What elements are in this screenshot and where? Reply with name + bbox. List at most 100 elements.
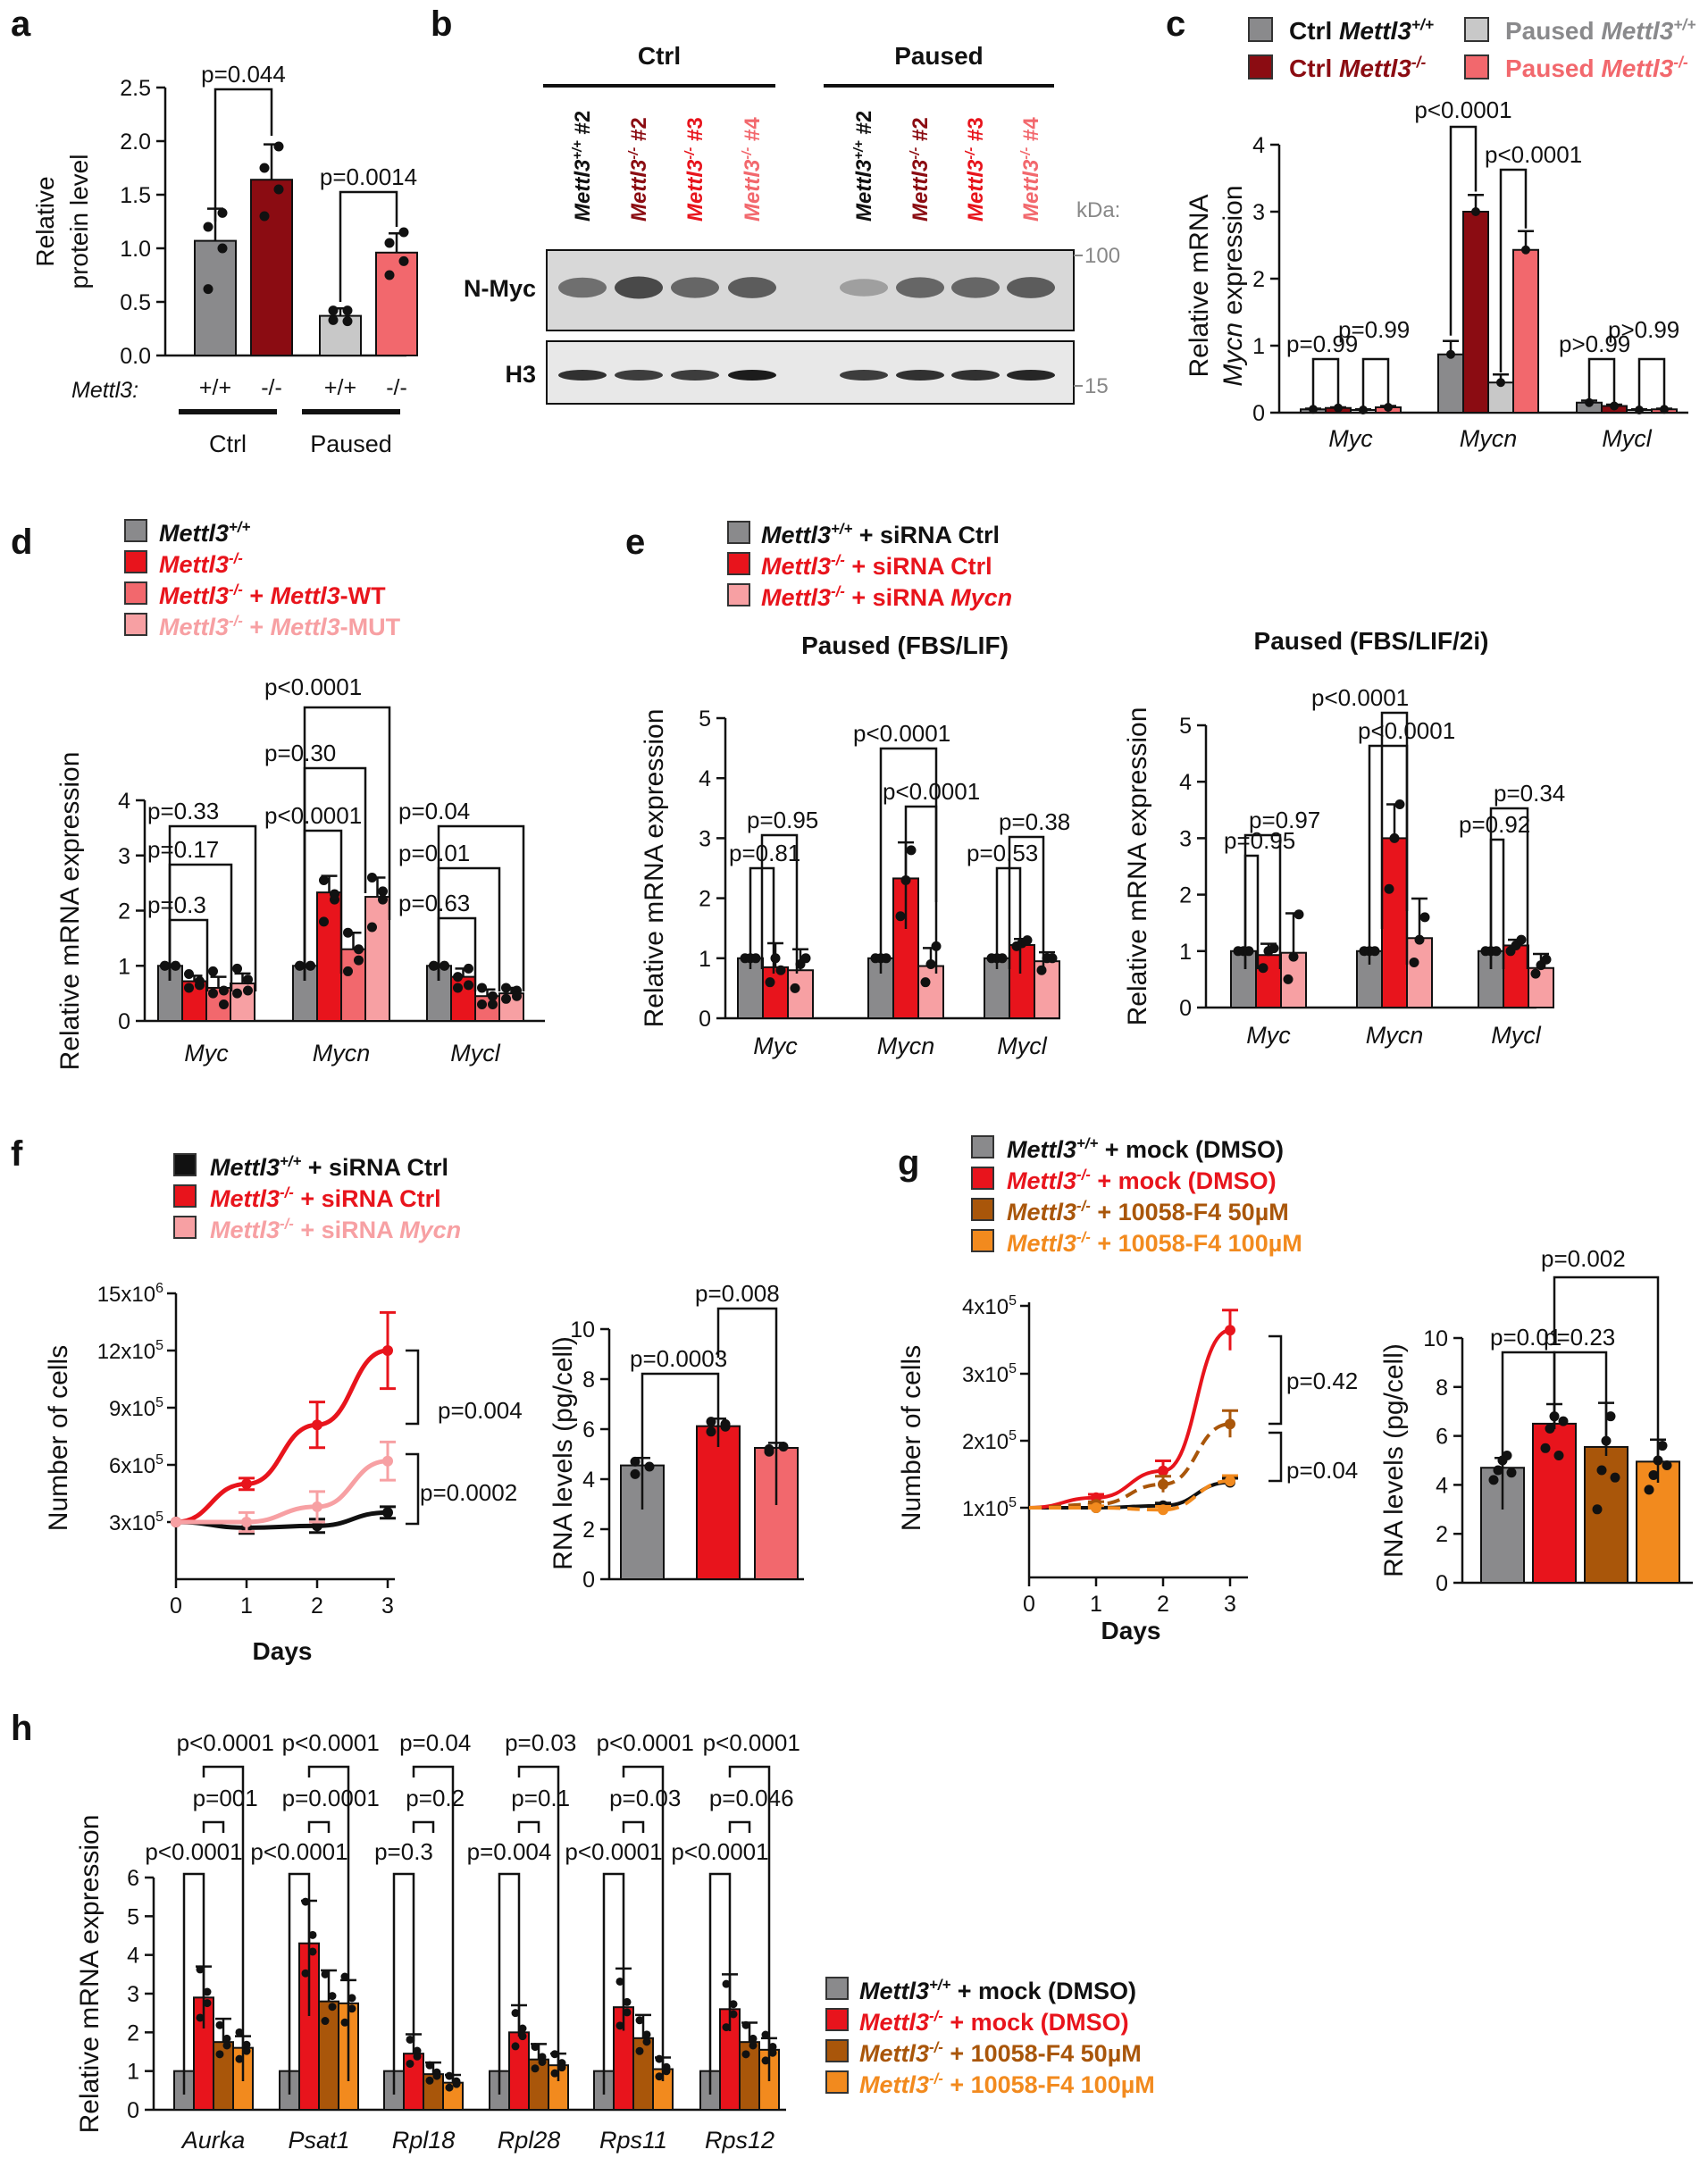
p-value-label: p<0.0001 (853, 720, 950, 747)
rna-point (1558, 1416, 1569, 1426)
y-tick-label: 2 (582, 1518, 595, 1543)
panel-h-point (538, 2057, 547, 2066)
group-label: Paused (310, 431, 392, 457)
legend-swatch (173, 1184, 197, 1208)
legend-swatch (825, 2008, 849, 2031)
band-h3 (840, 370, 888, 381)
panel-d-point (232, 988, 242, 999)
panel-h-point (741, 2020, 750, 2029)
panel-e-bar (1503, 944, 1529, 1008)
panel-d-point (160, 960, 170, 971)
growth-curve (175, 1348, 389, 1525)
y-tick-label: 2 (1252, 267, 1265, 292)
panel-c-point (1334, 403, 1343, 413)
group-bar (302, 409, 400, 414)
legend-swatch (825, 2070, 849, 2094)
rna-point (720, 1421, 731, 1432)
lane-label: Mettl3-/- #4 (1019, 117, 1043, 222)
panel-e-bar (1230, 949, 1257, 1009)
panel-d-point (464, 963, 473, 974)
p-value-label: p<0.0001 (1311, 684, 1409, 711)
panel-h-point (425, 2061, 434, 2070)
x-axis-title: Days (253, 1637, 313, 1665)
y-tick-label: 5 (127, 1904, 139, 1929)
panel-d-point (319, 916, 329, 927)
legend-label: Ctrl Mettl3+/+ (1289, 15, 1434, 45)
significance-bracket (168, 918, 209, 991)
p-value-label: p=0.97 (1249, 807, 1320, 833)
panel-e-point (775, 965, 786, 975)
p-value-label: p=0.03 (505, 1729, 576, 1756)
group-bar (179, 409, 277, 414)
panel-d-point (208, 966, 218, 976)
y-tick-label: 10 (1423, 1326, 1448, 1351)
panel-e-point (1283, 974, 1294, 984)
p-value-label: p=0.95 (1224, 827, 1295, 854)
panel-a-point (273, 141, 284, 152)
panel-d-point (477, 999, 487, 1009)
panel-d-point (501, 983, 511, 993)
panel-h-point (761, 2030, 770, 2039)
panel-c-point (1359, 406, 1368, 414)
y-tick-label: 1 (118, 954, 130, 979)
panel-h-point (425, 2076, 434, 2085)
panel-e-point (1394, 799, 1405, 809)
y-tick-label: 0 (1179, 996, 1192, 1021)
p-value-label: p<0.0001 (671, 1838, 768, 1865)
growth-point (171, 1517, 181, 1527)
panel-label-f: f (11, 1134, 23, 1174)
significance-bracket (1499, 168, 1528, 372)
rna-point (778, 1442, 789, 1452)
panel-d-point (219, 985, 229, 996)
panel-a-point (259, 163, 270, 173)
panel-a-point (328, 305, 339, 316)
panel-e-point (1294, 909, 1304, 920)
rna-point (1657, 1441, 1668, 1451)
rna-bar (1532, 1422, 1577, 1585)
p-value-label: p=0.3 (147, 891, 206, 918)
panel-a-ylabel: Relative (31, 176, 59, 266)
x-tick-label: 1 (240, 1593, 253, 1618)
significance-bracket (406, 1452, 420, 1526)
panel-h-point (301, 1969, 310, 1978)
p-value-label: p=0.81 (729, 840, 800, 866)
p-value-label: p<0.0001 (282, 1729, 380, 1756)
kda-label: kDa: (1076, 198, 1120, 222)
band-h3 (896, 370, 944, 381)
marker-label: 15 (1084, 374, 1109, 398)
y-tick-label: 0.5 (120, 290, 151, 315)
significance-bracket (1268, 1431, 1283, 1483)
panel-e-point (1414, 934, 1425, 945)
panel-d-point (512, 991, 522, 1001)
rna-point (1596, 1465, 1607, 1476)
panel-h-point (749, 2041, 758, 2050)
panel-d-point (195, 980, 205, 991)
panel-d-point (306, 960, 315, 971)
legend-swatch (971, 1229, 994, 1252)
y-tick-label: 3 (118, 844, 130, 869)
band-h3 (558, 370, 607, 381)
panel-h-point (308, 1947, 317, 1956)
panel-c-point (1496, 378, 1505, 388)
band-nmyc (728, 277, 776, 298)
panel-c-ylabel: Relative mRNA (1185, 194, 1214, 377)
significance-bracket (749, 866, 775, 974)
significance-bracket (307, 1820, 331, 1833)
panel-e-bar (1381, 837, 1408, 1009)
panel-label-g: g (898, 1143, 919, 1183)
panel-a-point (398, 255, 409, 266)
y-tick-label: 8 (582, 1368, 595, 1393)
panel-d-point (354, 955, 364, 966)
y-tick-label: 2x105 (962, 1428, 1017, 1454)
panel-h-bar (318, 2000, 339, 2112)
panel-h-point (531, 2043, 540, 2052)
panel-d-point (453, 972, 463, 983)
legend-swatch (1464, 17, 1489, 42)
p-value-label: p=0.0001 (282, 1785, 380, 1811)
p-value-label: p=0.30 (264, 740, 336, 766)
p-value-label: p=0.2 (406, 1785, 465, 1811)
panel-h-point (550, 2050, 559, 2059)
p-value-label: p=0.008 (695, 1280, 780, 1307)
panel-d-point (464, 980, 473, 991)
panel-a-point (384, 238, 395, 248)
